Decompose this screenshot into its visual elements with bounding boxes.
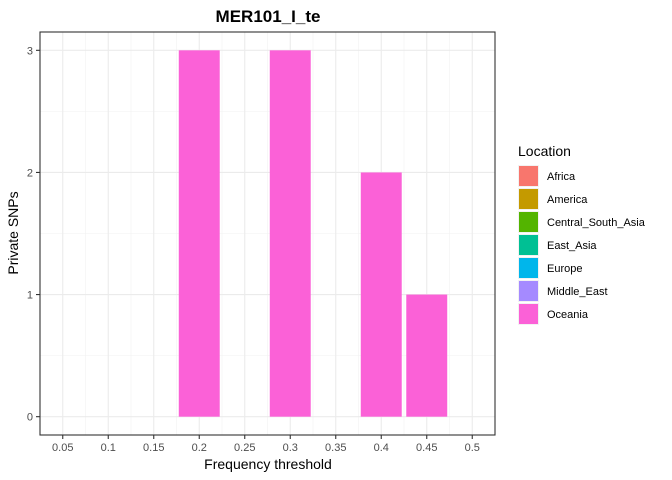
x-tick-label: 0.15 xyxy=(143,442,164,454)
y-tick-label: 3 xyxy=(27,45,33,57)
chart-title: MER101_I_te xyxy=(216,7,321,26)
y-axis-title: Private SNPs xyxy=(5,191,21,274)
legend-label: America xyxy=(547,194,588,206)
legend-label: Europe xyxy=(547,263,582,275)
bar xyxy=(360,172,402,417)
x-tick-label: 0.4 xyxy=(374,442,389,454)
bar xyxy=(406,294,448,417)
x-tick-label: 0.3 xyxy=(283,442,298,454)
x-tick-label: 0.5 xyxy=(465,442,480,454)
y-tick-label: 0 xyxy=(27,412,33,424)
legend-swatch xyxy=(519,189,538,209)
x-tick-label: 0.45 xyxy=(416,442,437,454)
legend: Location Africa America Central_South_Asia… xyxy=(518,143,646,325)
x-tick-label: 0.1 xyxy=(101,442,116,454)
plot-panel: 0.05 0.1 0.15 0.2 0.25 0.3 0.35 0.4 0.45 0.5 0 1 2 3 xyxy=(27,31,496,454)
legend-swatch xyxy=(519,166,538,186)
legend-title: Location xyxy=(518,143,571,159)
bar xyxy=(269,50,311,417)
legend-swatch xyxy=(519,281,538,301)
legend-label: Middle_East xyxy=(547,286,608,298)
legend-label: Oceania xyxy=(547,309,589,321)
bar xyxy=(178,50,220,417)
y-tick-label: 2 xyxy=(27,167,33,179)
y-tick-label: 1 xyxy=(27,290,33,302)
x-tick-label: 0.05 xyxy=(52,442,73,454)
x-tick-label: 0.25 xyxy=(234,442,255,454)
legend-label: Africa xyxy=(547,171,576,183)
legend-swatch xyxy=(519,235,538,255)
x-tick-label: 0.35 xyxy=(325,442,346,454)
legend-label: East_Asia xyxy=(547,240,597,252)
legend-swatch xyxy=(519,304,538,324)
legend-swatch xyxy=(519,212,538,232)
panel-border xyxy=(39,31,496,436)
x-tick-label: 0.2 xyxy=(192,442,207,454)
legend-swatch xyxy=(519,258,538,278)
legend-label: Central_South_Asia xyxy=(547,217,646,229)
x-axis-title: Frequency threshold xyxy=(204,456,332,472)
